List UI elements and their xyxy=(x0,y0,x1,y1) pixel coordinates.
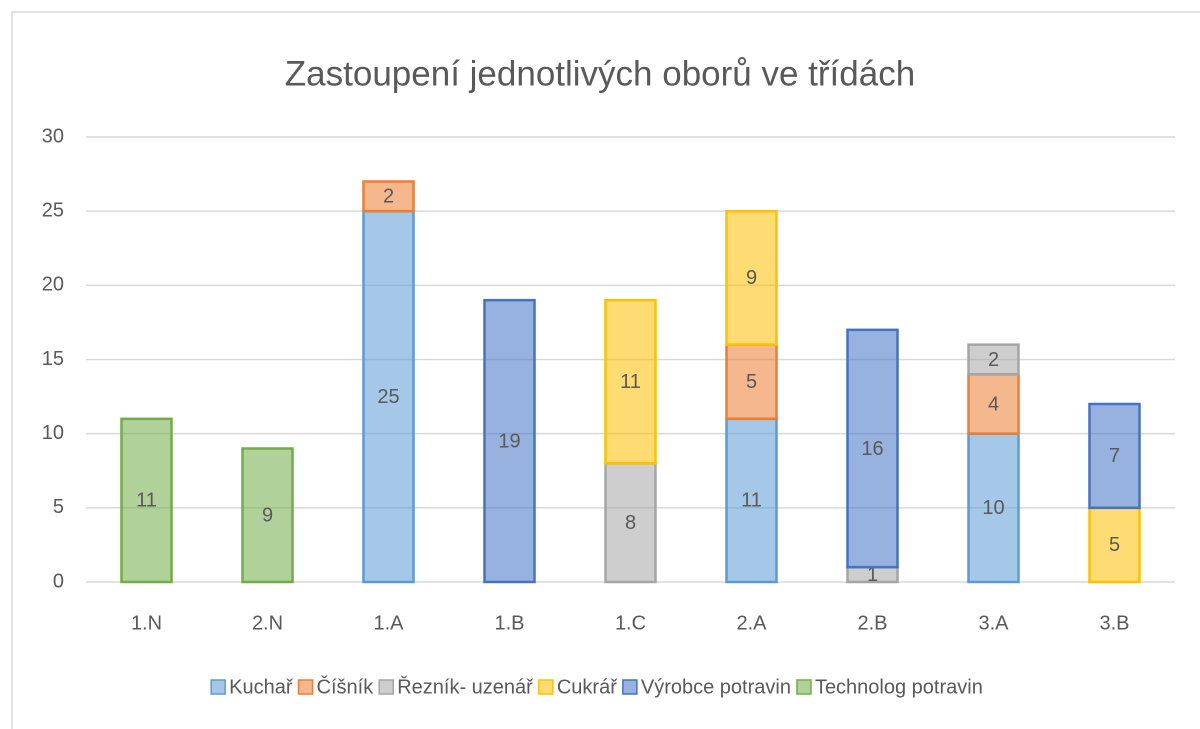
bar-segment xyxy=(604,298,657,465)
x-tick-label: 1.B xyxy=(494,612,524,634)
data-label: 9 xyxy=(262,505,273,527)
x-tick-label: 2.A xyxy=(736,612,767,634)
legend-label: Výrobce potravin xyxy=(641,676,791,698)
y-tick-label: 20 xyxy=(42,274,64,296)
y-tick-label: 5 xyxy=(53,496,64,518)
data-label: 25 xyxy=(377,386,399,408)
data-label: 2 xyxy=(988,349,999,371)
x-tick-label: 1.A xyxy=(373,612,404,634)
y-tick-label: 0 xyxy=(53,570,64,592)
y-tick-label: 10 xyxy=(42,422,64,444)
bar-segment xyxy=(725,343,778,421)
x-tick-label: 2.B xyxy=(857,612,887,634)
legend-swatch xyxy=(622,679,638,695)
legend-label: Kuchař xyxy=(229,676,294,698)
legend-label: Řezník- uzenář xyxy=(397,675,534,698)
x-tick-label: 3.B xyxy=(1099,612,1129,634)
data-label: 16 xyxy=(861,438,883,460)
chart-title: Zastoupení jednotlivých oborů ve třídách xyxy=(285,54,915,93)
bar-segment xyxy=(967,373,1020,435)
data-label: 11 xyxy=(741,490,762,512)
data-label: 5 xyxy=(1109,534,1120,556)
bar-segment xyxy=(725,209,778,346)
y-tick-label: 30 xyxy=(42,125,64,147)
x-tick-label: 2.N xyxy=(252,612,283,634)
bar-segment xyxy=(1088,506,1141,584)
x-tick-label: 1.C xyxy=(615,612,646,634)
data-label: 5 xyxy=(746,371,757,393)
y-tick-label: 15 xyxy=(42,348,64,370)
data-label: 2 xyxy=(383,186,394,208)
data-label: 10 xyxy=(982,497,1004,519)
data-label: 1 xyxy=(867,564,878,586)
legend-swatch xyxy=(538,679,554,695)
data-label: 4 xyxy=(988,393,999,415)
x-tick-label: 1.N xyxy=(131,612,162,634)
data-label: 11 xyxy=(136,490,157,512)
bar-segment xyxy=(967,343,1020,376)
bar-segment xyxy=(120,417,173,584)
bar-segment xyxy=(1088,402,1141,510)
legend-label: Technolog potravin xyxy=(815,676,983,698)
legend-swatch xyxy=(210,679,226,695)
y-tick-label: 25 xyxy=(42,199,64,221)
legend-label: Cukrář xyxy=(557,676,618,698)
legend-label: Číšník xyxy=(317,675,375,698)
bar-segment xyxy=(967,432,1020,584)
bar-segment xyxy=(241,447,294,584)
legend-swatch xyxy=(796,679,812,695)
data-label: 7 xyxy=(1109,445,1120,467)
data-label: 11 xyxy=(620,371,641,393)
legend-swatch xyxy=(297,679,314,695)
x-tick-label: 3.A xyxy=(978,612,1009,634)
bar-segment xyxy=(846,328,899,569)
data-label: 19 xyxy=(498,430,520,452)
data-label: 8 xyxy=(625,512,636,534)
data-label: 9 xyxy=(746,267,757,289)
bar-segment xyxy=(483,298,536,584)
bar-segment xyxy=(362,180,415,213)
bar-segment xyxy=(604,462,657,584)
legend-swatch xyxy=(378,679,394,695)
